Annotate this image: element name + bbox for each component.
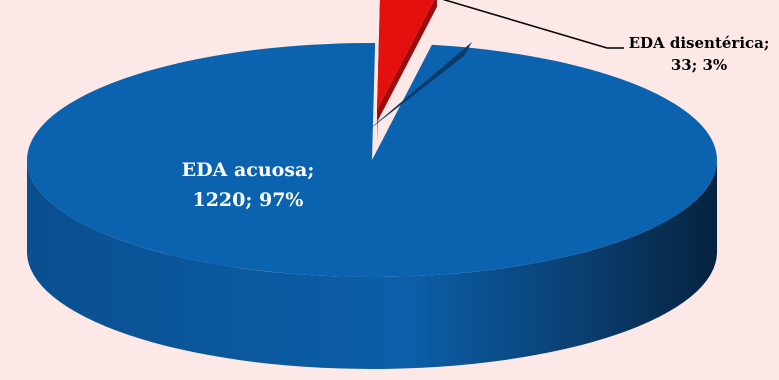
- slice-label-outside: EDA disentérica; 33; 3%: [629, 34, 770, 74]
- label-leader-line: [442, 0, 624, 49]
- slice-label-inside: EDA acuosa; 1220; 97%: [182, 159, 315, 211]
- pie-slice-side: [27, 160, 717, 369]
- pie-slice-cut-face: [366, 42, 472, 132]
- pie-slice-top: [377, 0, 435, 111]
- pie-slice-eda-acuosa: [27, 42, 717, 369]
- pie-slice-top: [27, 43, 717, 277]
- pie-slice-cut-face: [377, 0, 437, 123]
- pie-slice-eda-disent-rica: [377, 0, 437, 143]
